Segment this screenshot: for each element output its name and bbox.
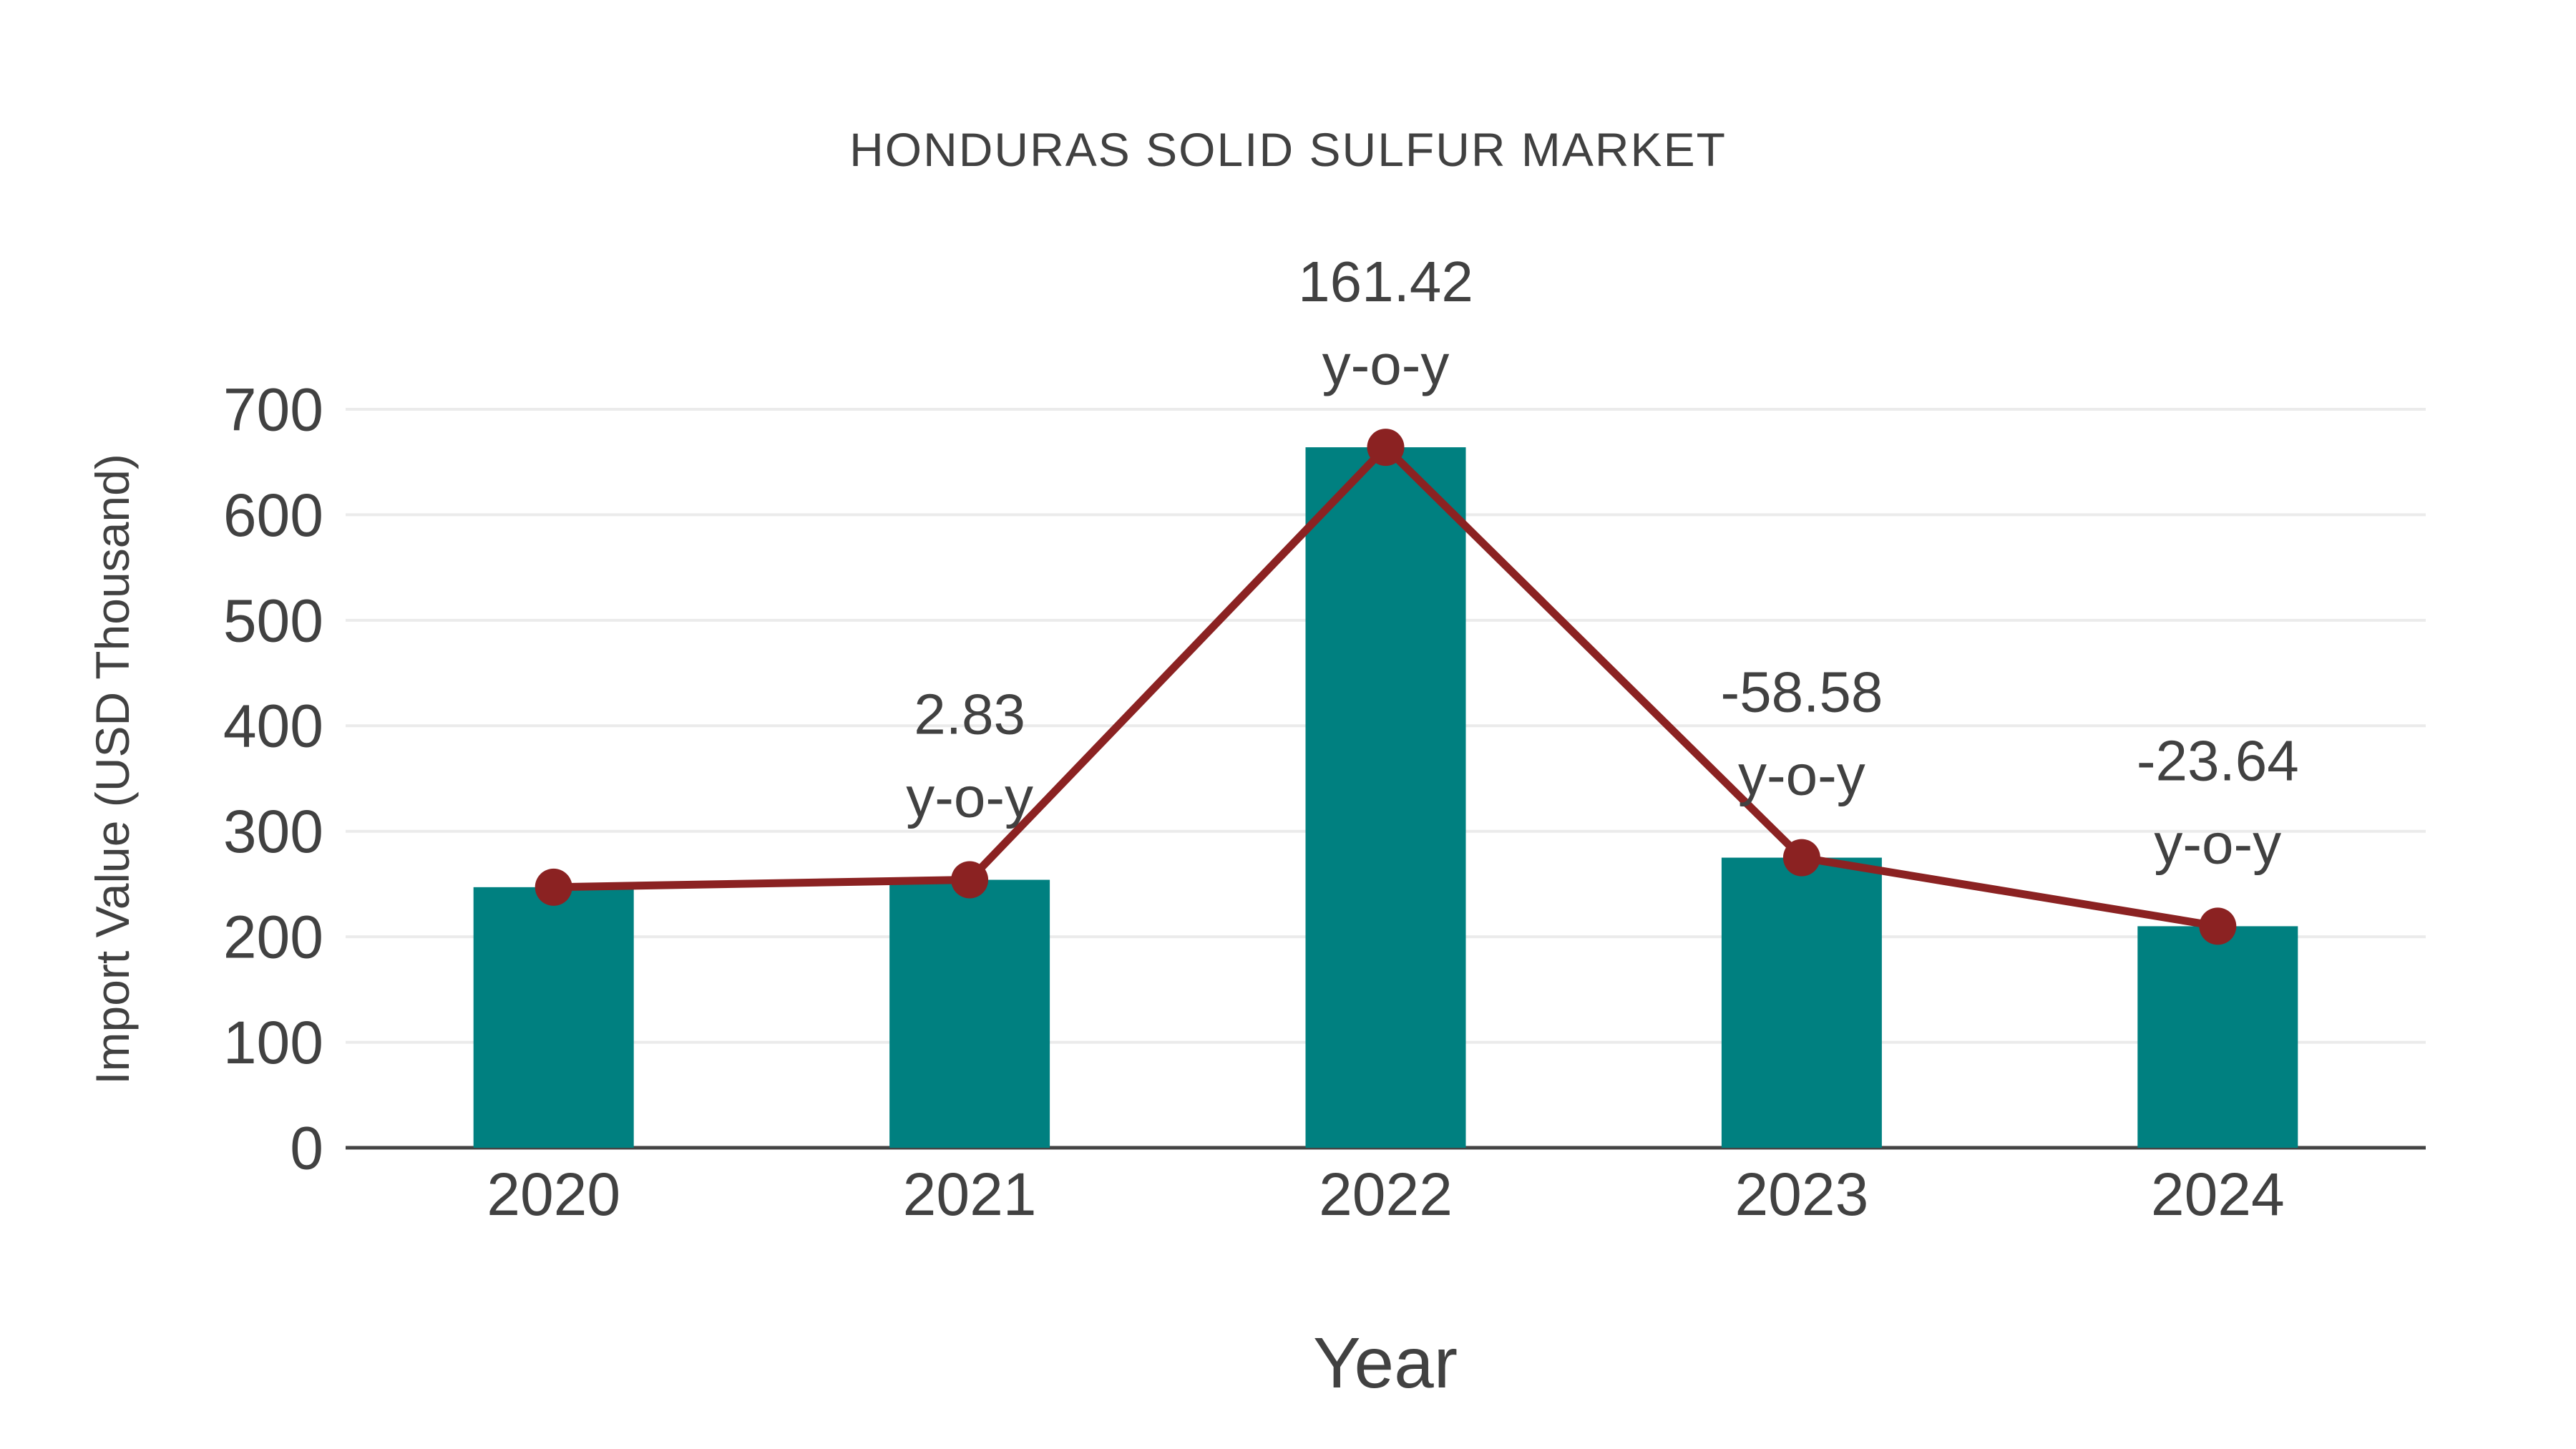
trend-marker: [1782, 839, 1820, 877]
x-tick-label: 2021: [903, 1161, 1037, 1228]
bar: [2137, 926, 2298, 1148]
x-tick-label: 2023: [1735, 1161, 1868, 1228]
bar: [1305, 447, 1466, 1148]
y-tick-label: 100: [223, 1009, 323, 1076]
annotation-label: y-o-y: [2154, 811, 2281, 875]
y-tick-label: 600: [223, 482, 323, 549]
annotation-label: y-o-y: [1738, 743, 1865, 807]
y-tick-label: 300: [223, 798, 323, 865]
annotation-label: y-o-y: [906, 766, 1033, 829]
annotation-value: 161.42: [1298, 250, 1473, 313]
chart-title: HONDURAS SOLID SULFUR MARKET: [849, 123, 1727, 176]
annotation-label: y-o-y: [1322, 333, 1450, 396]
annotation-value: -23.64: [2137, 728, 2299, 792]
annotation-value: 2.83: [914, 683, 1025, 746]
trend-marker: [2199, 907, 2237, 945]
x-tick-label: 2024: [2151, 1161, 2285, 1228]
trend-marker: [1367, 429, 1405, 467]
x-tick-label: 2022: [1319, 1161, 1453, 1228]
y-tick-label: 700: [223, 376, 323, 443]
annotations-group: 2.83 y-o-y 161.42 y-o-y -58.58 y-o-y -23.64 y-o…: [906, 250, 2299, 875]
y-axis-title: Import Value (USD Thousand): [86, 454, 139, 1085]
trend-marker: [951, 861, 989, 899]
bar: [1721, 857, 1882, 1148]
x-tick-labels-group: 2020 2021 2022 2023 2024: [487, 1161, 2284, 1228]
bar: [473, 887, 634, 1148]
y-tick-label: 400: [223, 693, 323, 760]
y-tick-label: 500: [223, 587, 323, 654]
bar: [889, 879, 1050, 1148]
trend-marker: [535, 868, 572, 906]
annotation-value: -58.58: [1720, 660, 1883, 724]
x-axis-title: Year: [1313, 1323, 1458, 1403]
y-tick-label: 0: [290, 1114, 323, 1181]
bars-group: [473, 447, 2298, 1148]
y-tick-labels-group: 0 100 200 300 400 500 600 700: [223, 376, 323, 1181]
x-tick-label: 2020: [487, 1161, 620, 1228]
y-tick-label: 200: [223, 904, 323, 971]
trend-line-group: [535, 429, 2237, 945]
